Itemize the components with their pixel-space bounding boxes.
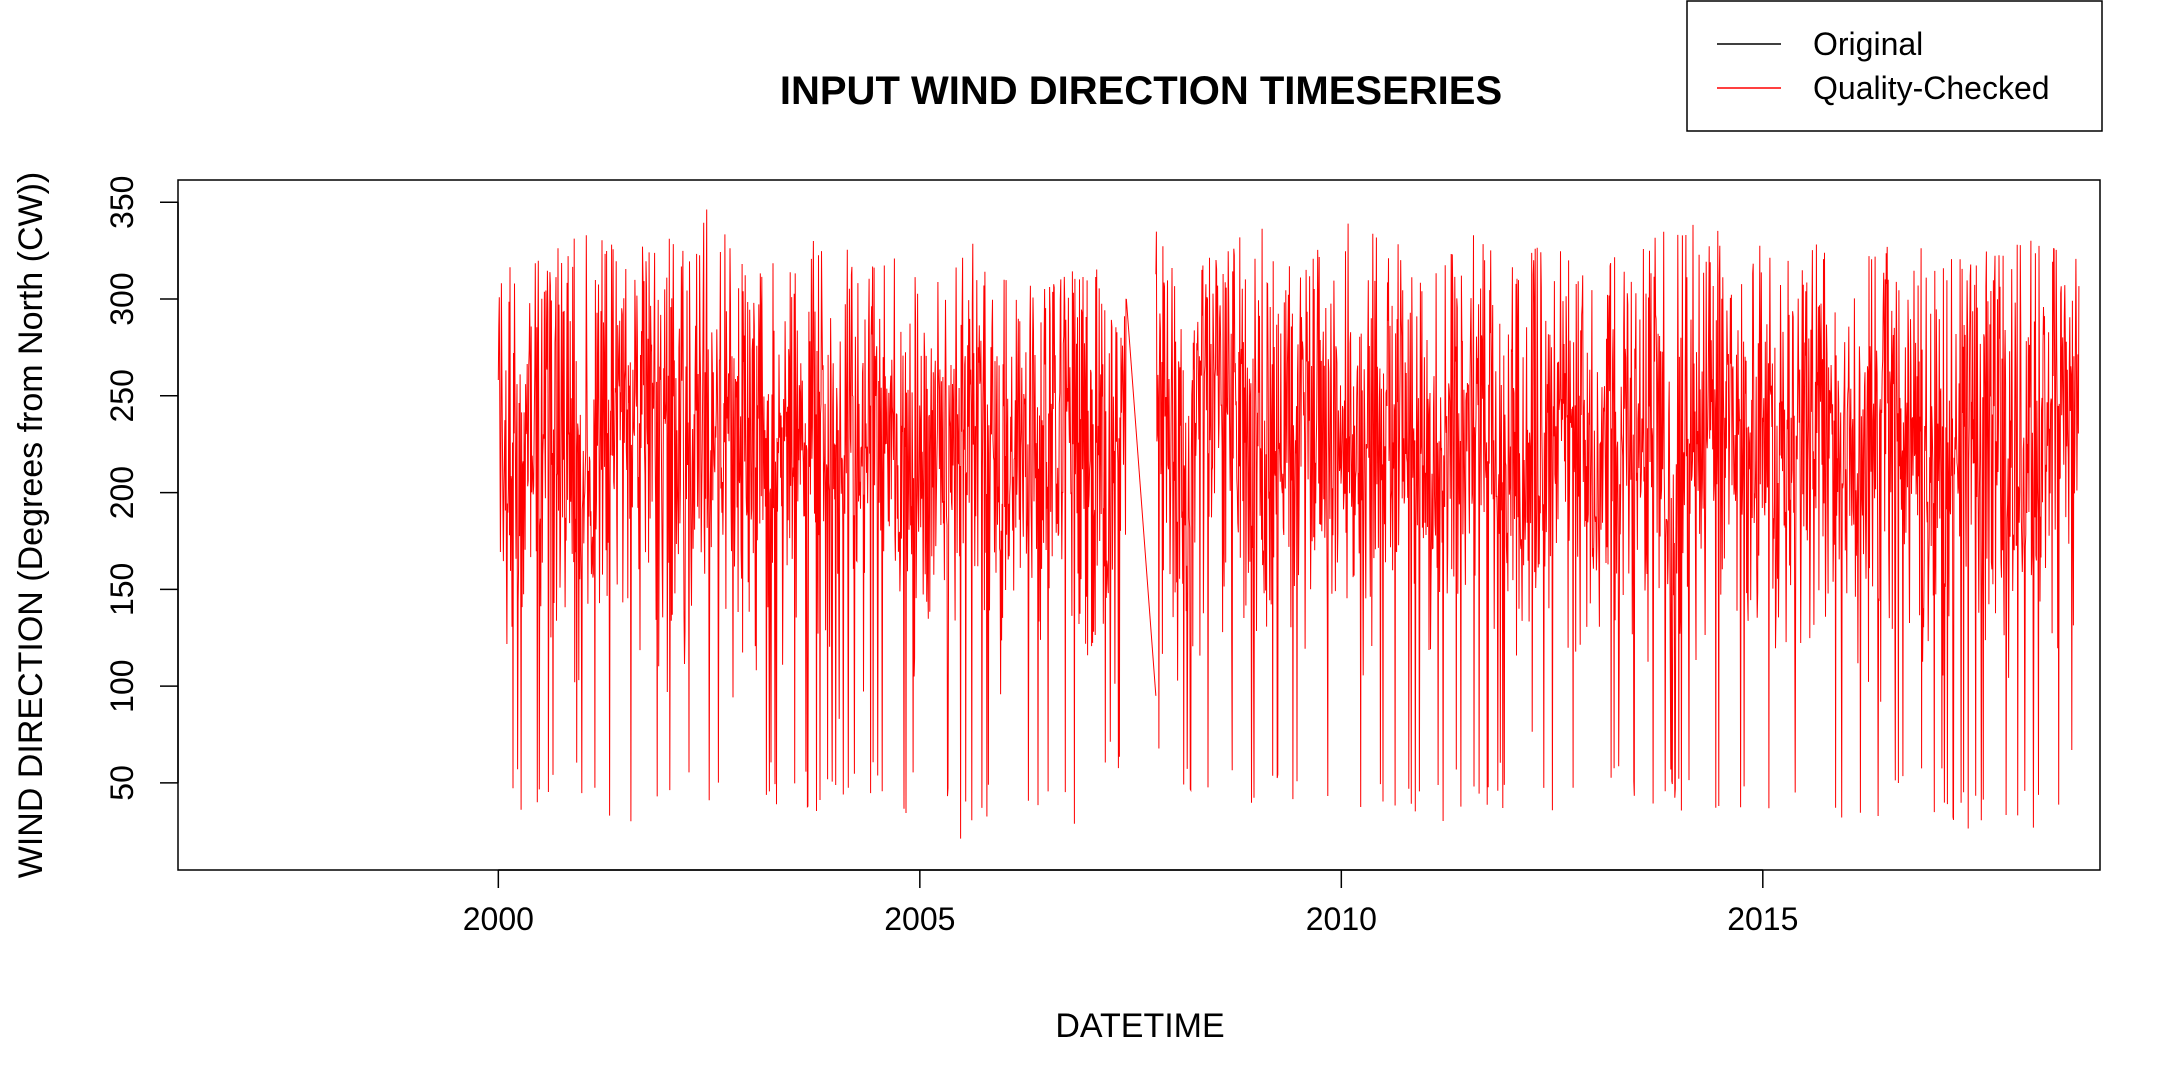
legend-label-original: Original (1813, 26, 1923, 62)
x-tick-label: 2010 (1306, 901, 1377, 937)
x-tick-label: 2000 (463, 901, 534, 937)
legend-label-quality-checked: Quality-Checked (1813, 70, 2050, 106)
series-quality-checked-segment-2 (1155, 223, 2080, 829)
x-tick-label: 2015 (1727, 901, 1798, 937)
chart-title: INPUT WIND DIRECTION TIMESERIES (780, 69, 1502, 113)
series-gap-connector (1125, 298, 1157, 696)
x-axis: 2000 2005 2010 2015 (463, 869, 1798, 937)
y-tick-label: 150 (104, 563, 140, 616)
x-axis-label: DATETIME (1055, 1007, 1224, 1045)
legend: Original Quality-Checked (1686, 0, 2103, 132)
y-axis-label: WIND DIRECTION (Degrees from North (CW)) (12, 172, 50, 878)
y-tick-label: 50 (104, 765, 140, 801)
y-tick-label: 100 (104, 659, 140, 712)
y-axis: 50 100 150 200 250 300 350 (104, 176, 179, 801)
series-quality-checked-segment-1 (497, 209, 1127, 839)
series-layer (497, 209, 2080, 839)
x-tick-label: 2005 (884, 901, 955, 937)
y-tick-label: 250 (104, 369, 140, 422)
y-tick-label: 350 (104, 176, 140, 229)
y-tick-label: 200 (104, 466, 140, 519)
y-tick-label: 300 (104, 272, 140, 325)
legend-box (1686, 0, 2103, 132)
